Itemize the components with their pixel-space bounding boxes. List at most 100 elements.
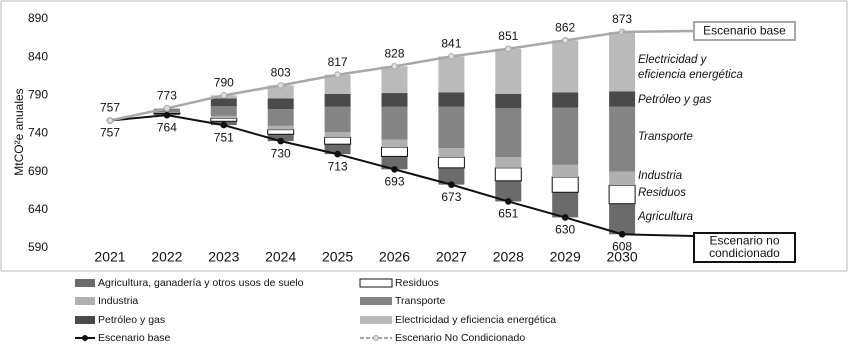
bar-segment: [267, 109, 294, 126]
data-label: 841: [441, 37, 461, 51]
bar-segment: [267, 125, 294, 130]
x-tick-label: 2029: [550, 249, 581, 265]
bar-segment: [324, 74, 351, 94]
bar-segment: [551, 176, 579, 193]
line: [109, 30, 623, 122]
bar-segment: [210, 117, 238, 122]
annotation: Electricidad y: [638, 54, 708, 66]
bar-segment: [552, 40, 579, 93]
x-tick-label: 2030: [607, 249, 638, 265]
legend-label: Industria: [98, 295, 138, 307]
x-tick-label: 2023: [208, 249, 239, 265]
bar-segment: [267, 85, 294, 99]
legend-swatch: [75, 297, 95, 305]
annotation: Transporte: [638, 131, 693, 143]
data-label: 751: [214, 130, 234, 144]
bar-segment: [324, 144, 351, 155]
data-label: 693: [384, 175, 404, 189]
bar-segment: [324, 106, 351, 132]
callout-leader: [622, 233, 695, 237]
data-label: 730: [271, 146, 291, 160]
line-point: [220, 92, 228, 99]
line-point: [448, 53, 455, 60]
bar-segment: [552, 107, 579, 165]
data-label: 790: [214, 76, 234, 90]
line-point: [106, 117, 114, 124]
data-label: 773: [157, 88, 177, 102]
bar-segment: [267, 129, 295, 135]
data-label: 764: [157, 120, 177, 134]
line-point: [163, 105, 171, 112]
bar-segment: [438, 92, 465, 107]
x-tick-label: 2028: [493, 249, 524, 265]
x-tick-label: 2022: [151, 249, 182, 265]
data-label: 817: [328, 55, 348, 69]
data-label: 873: [612, 12, 632, 26]
legend-swatch: [360, 297, 392, 305]
bar-segment: [609, 171, 636, 186]
callout-text: condicionado: [709, 246, 780, 260]
bar-segment: [609, 106, 636, 172]
data-label: 757: [100, 126, 120, 140]
legend-label: Petróleo y gas: [98, 314, 165, 326]
annotation: eficiencia energética: [638, 69, 743, 81]
y-axis-label: MtCO²e anuales: [12, 88, 26, 175]
bar-segment: [210, 98, 237, 107]
legend-label: Agricultura, ganadería y otros usos de s…: [98, 277, 304, 289]
bar-segment: [495, 180, 522, 202]
legend-marker: [373, 335, 379, 341]
line-point: [220, 121, 228, 129]
line-point: [277, 137, 285, 145]
bar-segment: [381, 139, 408, 148]
legend-label: Escenario No Condicionado: [395, 332, 525, 344]
line-point: [334, 71, 341, 79]
x-tick-label: 2027: [436, 249, 467, 265]
y-tick-label: 690: [28, 164, 48, 178]
data-label: 673: [441, 190, 461, 204]
legend-label: Escenario base: [98, 332, 171, 344]
bar-segment: [267, 134, 294, 142]
bar-segment: [552, 92, 579, 108]
bar-segment: [267, 98, 294, 110]
data-label: 828: [384, 46, 404, 60]
bar-segment: [381, 156, 408, 170]
bar-segment: [381, 93, 408, 107]
callout-text: Escenario no: [709, 234, 779, 248]
data-label: 803: [271, 66, 291, 80]
annotation: Agricultura: [637, 211, 693, 223]
bar-segment: [324, 131, 351, 138]
legend-label: Residuos: [395, 277, 439, 289]
frame: [0, 0, 848, 272]
bar-segment: [438, 148, 465, 158]
line-point: [505, 198, 512, 205]
bar-segment: [609, 31, 636, 92]
legend-swatch: [75, 316, 95, 324]
data-label: 757: [100, 101, 120, 115]
bar-segment: [381, 106, 408, 140]
annotation: Industria: [638, 170, 682, 182]
callout-text: Escenario base: [703, 24, 786, 38]
bar-segment: [381, 146, 408, 157]
callout-leader: [622, 29, 695, 34]
data-label: 630: [555, 223, 575, 237]
bar-segment: [609, 91, 636, 107]
bar-segment: [608, 184, 636, 205]
callout-box: [693, 232, 796, 263]
legend-label: Transporte: [395, 295, 446, 307]
annotation: Residuos: [638, 187, 686, 199]
data-label: 608: [612, 239, 632, 253]
bar-segment: [210, 115, 237, 119]
line-point: [163, 111, 171, 119]
x-tick-label: 2024: [265, 249, 296, 265]
y-tick-label: 590: [28, 240, 48, 254]
legend-marker: [82, 335, 88, 341]
line-point: [505, 45, 512, 53]
legend-swatch: [75, 279, 95, 287]
line-point: [391, 166, 398, 173]
data-label: 851: [498, 29, 518, 43]
bar-segment: [324, 93, 351, 107]
y-tick-label: 840: [28, 49, 48, 63]
data-label: 862: [555, 21, 575, 35]
bar-segment: [438, 56, 465, 93]
